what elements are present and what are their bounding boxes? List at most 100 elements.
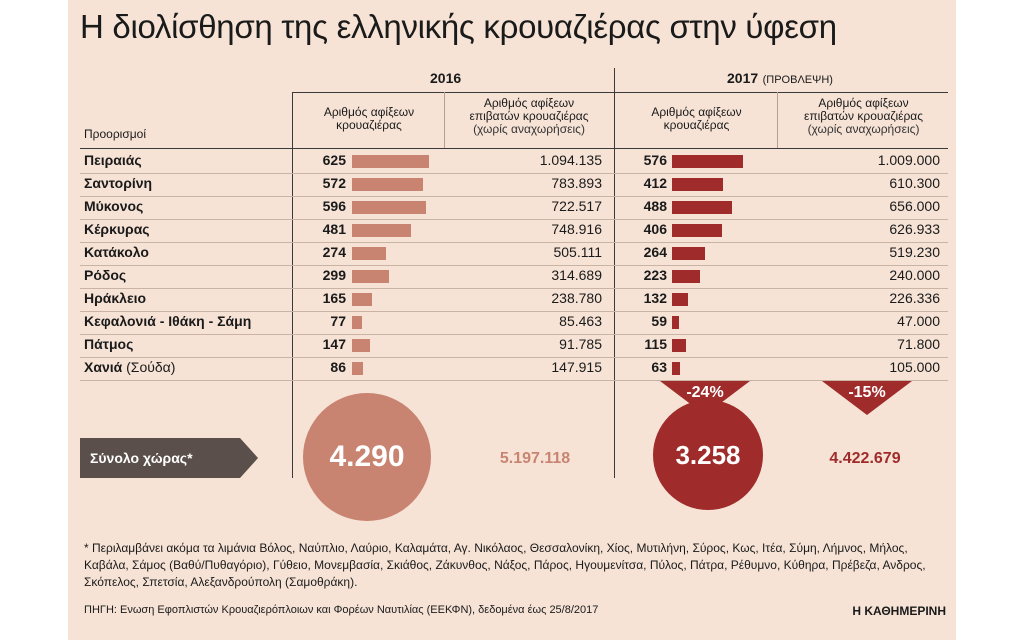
pax-2017-value: 626.933	[889, 221, 940, 237]
pax-2017-value: 105.000	[889, 359, 940, 375]
row-destination: Σαντορίνη	[84, 175, 152, 191]
destination-name: Πάτμος	[84, 336, 134, 352]
pax-2017-value: 47.000	[897, 313, 940, 329]
total-label-shape	[80, 438, 258, 478]
destination-name: Σαντορίνη	[84, 175, 153, 191]
pax-2016-value: 783.893	[551, 175, 602, 191]
arrivals-2016-bar	[352, 339, 370, 352]
year-2017-label: 2017	[727, 70, 759, 86]
row-destination: Πειραιάς	[84, 152, 142, 168]
arrivals-2017-bar	[672, 339, 686, 352]
arrivals-2017-bar	[672, 178, 723, 191]
arrivals-2017-value: 223	[643, 267, 667, 283]
arrivals-2016-value: 165	[322, 290, 346, 306]
arrivals-2016-value: 86	[330, 359, 346, 375]
arrivals-2017-value: 63	[651, 359, 667, 375]
arrivals-change-shape	[660, 381, 750, 415]
arrivals-2016-value: 596	[322, 198, 346, 214]
arrivals-2016-value: 481	[322, 221, 346, 237]
divider-line	[614, 68, 615, 478]
row-destination: Πάτμος	[84, 336, 133, 352]
pax-2016-value: 147.915	[551, 359, 602, 375]
row-separator	[80, 219, 948, 220]
col-header-pax-2017: Αριθμός αφίξεων επιβατών κρουαζιέρας (χω…	[779, 97, 948, 136]
arrivals-2017-value: 59	[651, 313, 667, 329]
arrivals-change-arrow	[660, 381, 750, 415]
col-header-line: επιβατών κρουαζιέρας	[803, 109, 924, 123]
row-destination: Ρόδος	[84, 267, 126, 283]
total-arrivals-2017-circle: 3.258	[653, 400, 763, 510]
arrivals-2016-bar	[352, 155, 429, 168]
pax-2017-value: 519.230	[889, 244, 940, 260]
year-2017-note: (ΠΡΟΒΛΕΨΗ)	[762, 74, 833, 86]
row-destination: Κεφαλονιά - Ιθάκη - Σάμη	[84, 313, 251, 329]
col-header-line: (χωρίς αναχωρήσεις)	[807, 122, 920, 136]
pax-2016-value: 314.689	[551, 267, 602, 283]
arrivals-2017-value: 132	[643, 290, 667, 306]
pax-2016-value: 238.780	[551, 290, 602, 306]
destination-name: Ρόδος	[84, 267, 127, 283]
arrivals-2016-bar	[352, 362, 363, 375]
arrivals-2017-value: 488	[643, 198, 667, 214]
pax-2016-value: 505.111	[553, 244, 602, 260]
row-destination: Κατάκολο	[84, 244, 149, 260]
divider-line	[614, 92, 948, 93]
col-header-line: Αριθμός αφίξεων	[651, 105, 742, 119]
destination-name: Κέρκυρας	[84, 221, 150, 237]
arrivals-2017-bar	[672, 270, 700, 283]
destination-name: Πειραιάς	[84, 152, 142, 168]
arrivals-2017-value: 264	[643, 244, 667, 260]
year-2017-header: 2017 (ΠΡΟΒΛΕΨΗ)	[727, 70, 833, 88]
row-separator	[80, 311, 948, 312]
pax-2017-value: 71.800	[897, 336, 940, 352]
divider-line	[444, 92, 445, 148]
total-label: Σύνολο χώρας*	[90, 450, 193, 466]
row-destination: Κέρκυρας	[84, 221, 150, 237]
pax-change-arrow	[822, 381, 912, 415]
destination-note: (Σούδα)	[126, 359, 176, 375]
arrivals-2016-bar	[352, 270, 389, 283]
col-header-dest-label: Προορισμοί	[84, 127, 146, 141]
arrivals-2016-bar	[352, 316, 362, 329]
arrivals-2017-bar	[672, 224, 722, 237]
row-separator	[80, 265, 948, 266]
destination-name: Κεφαλονιά - Ιθάκη - Σάμη	[84, 313, 252, 329]
row-separator	[80, 242, 948, 243]
divider-line	[777, 92, 778, 148]
col-header-pax-2016: Αριθμός αφίξεων επιβατών κρουαζιέρας (χω…	[446, 97, 612, 136]
total-pax-2017: 4.422.679	[829, 450, 901, 467]
row-separator	[80, 334, 948, 335]
arrivals-2017-value: 412	[643, 175, 667, 191]
arrivals-2016-bar	[352, 224, 411, 237]
arrivals-change: -24%	[686, 384, 724, 401]
arrivals-2017-bar	[672, 247, 705, 260]
destination-name: Χανιά	[84, 359, 123, 375]
arrivals-2017-bar	[672, 362, 680, 375]
total-arrivals-2016-circle: 4.290	[303, 393, 431, 521]
pax-2017-value: 240.000	[889, 267, 940, 283]
year-2016-header: 2016	[430, 70, 462, 86]
arrivals-2017-value: 406	[643, 221, 667, 237]
col-header-line: (χωρίς αναχωρήσεις)	[473, 122, 585, 136]
arrivals-2016-value: 299	[322, 267, 346, 283]
arrivals-2016-value: 572	[322, 175, 346, 191]
total-arrivals-2016: 4.290	[329, 440, 405, 473]
row-destination: Ηράκλειο	[84, 290, 146, 306]
pax-change-shape	[822, 381, 912, 415]
arrivals-2017-value: 115	[644, 336, 667, 352]
col-header-line: Αριθμός αφίξεων	[483, 96, 575, 110]
col-header-line: επιβατών κρουαζιέρας	[469, 109, 589, 123]
col-header-arrivals-2016: Αριθμός αφίξεων κρουαζιέρας	[296, 106, 442, 132]
arrivals-2016-value: 77	[330, 313, 346, 329]
total-arrivals-2017: 3.258	[675, 439, 741, 470]
pax-2016-value: 1.094.135	[539, 152, 602, 168]
arrivals-2017-bar	[672, 293, 688, 306]
row-separator	[80, 357, 948, 358]
arrivals-2016-bar	[352, 247, 386, 260]
row-destination: Χανιά (Σούδα)	[84, 359, 175, 375]
total-label-arrow	[80, 438, 258, 478]
col-header-dest: Προορισμοί	[84, 128, 146, 141]
header-rule	[80, 148, 948, 149]
row-destination: Μύκονος	[84, 198, 143, 214]
pax-2017-value: 1.009.000	[877, 152, 940, 168]
